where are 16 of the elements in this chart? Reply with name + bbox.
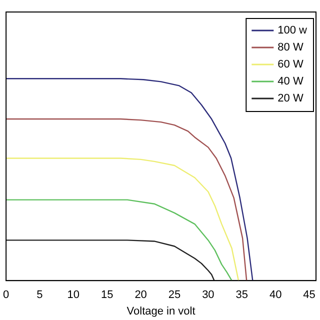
x-tick-label: 30: [202, 289, 214, 302]
x-tick-label: 15: [101, 289, 114, 302]
x-tick-label: 20: [134, 289, 147, 302]
legend-label: 60 W: [278, 58, 304, 71]
legend-label: 40 W: [278, 76, 304, 88]
x-tick-label: 45: [303, 289, 316, 302]
legend-label: 80 W: [278, 42, 304, 54]
x-tick-label: 25: [168, 289, 181, 302]
x-tick-label: 0: [2, 289, 10, 302]
x-tick-label: 10: [67, 289, 80, 302]
x-tick-label: 40: [269, 289, 282, 302]
legend-label: 100 w: [278, 24, 308, 37]
x-tick-label: 35: [236, 289, 248, 302]
x-tick-label: 5: [36, 289, 43, 302]
x-axis-title: Voltage in volt: [126, 305, 196, 318]
legend-label: 20 W: [278, 92, 304, 105]
